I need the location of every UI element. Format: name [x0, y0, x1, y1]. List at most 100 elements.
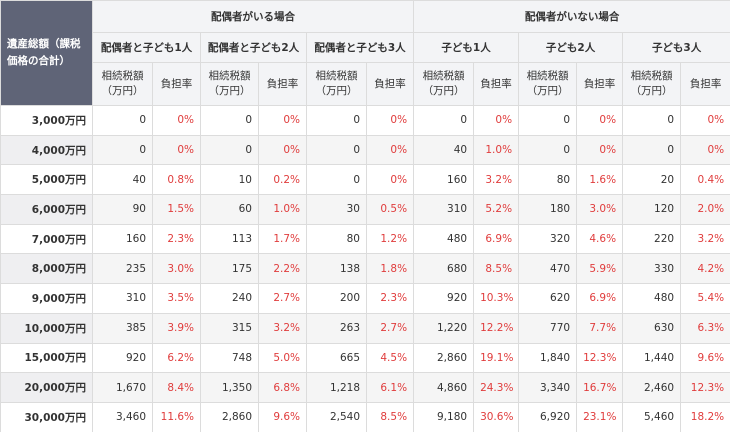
burden-rate: 0%: [258, 134, 307, 166]
burden-rate: 0%: [365, 105, 415, 136]
burden-rate: 6.8%: [258, 372, 307, 403]
burden-rate: 8.4%: [152, 372, 201, 403]
row-label: 20,000万円: [0, 372, 93, 403]
tax-amount: 30: [306, 194, 367, 225]
row-label: 4,000万円: [0, 134, 93, 166]
tax-amount: 120: [622, 194, 682, 225]
tax-amount: 0: [518, 134, 578, 166]
tax-amount: 40: [92, 164, 153, 196]
tax-amount: 480: [622, 283, 682, 314]
burden-rate: 0%: [365, 134, 415, 166]
data-row: 3,000万円 0 0% 0 0% 0 0% 0 0% 0 0% 0 0%: [0, 105, 730, 136]
subgroup-header: 配偶者と子ども3人: [305, 32, 415, 63]
burden-rate: 0%: [365, 164, 415, 196]
burden-rate: 11.6%: [152, 401, 201, 432]
tax-amount: 40: [413, 134, 475, 166]
tax-amount: 1,840: [518, 342, 578, 374]
tax-amount: 200: [306, 283, 367, 314]
tax-amount: 160: [413, 164, 475, 196]
row-label: 3,000万円: [0, 105, 93, 136]
data-row: 6,000万円 90 1.5% 60 1.0% 30 0.5% 310 5.2% 180 3.0% 1…: [0, 194, 730, 225]
tax-amount: 4,860: [413, 372, 475, 403]
tax-amount: 2,860: [413, 342, 475, 374]
row-label: 9,000万円: [0, 283, 93, 314]
data-row: 20,000万円 1,670 8.4% 1,350 6.8% 1,218 6.1% 4,860…: [0, 372, 730, 403]
burden-rate: 3.5%: [152, 283, 201, 314]
burden-rate: 2.2%: [258, 253, 307, 285]
burden-rate: 2.7%: [258, 283, 307, 314]
row-label: 8,000万円: [0, 253, 93, 285]
tax-amount: 0: [92, 105, 153, 136]
tax-amount: 770: [518, 312, 578, 344]
burden-rate: 1.8%: [365, 253, 415, 285]
burden-rate: 0%: [473, 105, 520, 136]
burden-rate: 2.3%: [365, 283, 415, 314]
burden-rate: 6.9%: [576, 283, 624, 314]
column-header: 負担率: [473, 62, 520, 106]
tax-amount: 2,860: [200, 401, 259, 432]
burden-rate: 12.2%: [473, 312, 520, 344]
burden-rate: 3.0%: [152, 253, 201, 285]
tax-amount: 920: [92, 342, 153, 374]
burden-rate: 16.7%: [576, 372, 624, 403]
row-label: 6,000万円: [0, 194, 93, 225]
tax-amount: 1,350: [200, 372, 259, 403]
burden-rate: 3.2%: [258, 312, 307, 344]
burden-rate: 2.0%: [680, 194, 730, 225]
column-header: 相続税額（万円）: [518, 62, 578, 106]
tax-amount: 180: [518, 194, 578, 225]
tax-amount: 240: [200, 283, 259, 314]
burden-rate: 9.6%: [258, 401, 307, 432]
group-header: 配偶者がいない場合: [413, 0, 730, 33]
tax-amount: 0: [622, 105, 682, 136]
burden-rate: 5.0%: [258, 342, 307, 374]
burden-rate: 3.9%: [152, 312, 201, 344]
burden-rate: 0%: [680, 105, 730, 136]
tax-amount: 113: [200, 223, 259, 255]
corner-header: 遺産総額（課税価格の合計）: [0, 0, 93, 106]
burden-rate: 1.7%: [258, 223, 307, 255]
burden-rate: 0.8%: [152, 164, 201, 196]
tax-amount: 90: [92, 194, 153, 225]
tax-amount: 330: [622, 253, 682, 285]
tax-amount: 310: [92, 283, 153, 314]
burden-rate: 3.2%: [680, 223, 730, 255]
burden-rate: 6.9%: [473, 223, 520, 255]
column-header: 相続税額（万円）: [92, 62, 153, 106]
tax-amount: 470: [518, 253, 578, 285]
burden-rate: 12.3%: [680, 372, 730, 403]
tax-amount: 2,540: [306, 401, 367, 432]
burden-rate: 0%: [576, 134, 624, 166]
tax-amount: 480: [413, 223, 475, 255]
tax-amount: 9,180: [413, 401, 475, 432]
tax-amount: 2,460: [622, 372, 682, 403]
burden-rate: 5.2%: [473, 194, 520, 225]
subgroup-header: 子ども2人: [518, 32, 624, 63]
burden-rate: 24.3%: [473, 372, 520, 403]
burden-rate: 23.1%: [576, 401, 624, 432]
tax-amount: 630: [622, 312, 682, 344]
burden-rate: 5.4%: [680, 283, 730, 314]
burden-rate: 30.6%: [473, 401, 520, 432]
tax-amount: 920: [413, 283, 475, 314]
tax-amount: 0: [306, 134, 367, 166]
burden-rate: 18.2%: [680, 401, 730, 432]
burden-rate: 6.1%: [365, 372, 415, 403]
tax-amount: 3,460: [92, 401, 153, 432]
tax-amount: 0: [200, 105, 259, 136]
tax-amount: 320: [518, 223, 578, 255]
tax-amount: 80: [306, 223, 367, 255]
row-label: 7,000万円: [0, 223, 93, 255]
burden-rate: 0%: [152, 134, 201, 166]
column-header: 負担率: [680, 62, 730, 106]
tax-amount: 0: [413, 105, 475, 136]
tax-amount: 0: [306, 105, 367, 136]
burden-rate: 5.9%: [576, 253, 624, 285]
column-header: 相続税額（万円）: [200, 62, 259, 106]
data-row: 4,000万円 0 0% 0 0% 0 0% 40 1.0% 0 0% 0 0%: [0, 134, 730, 166]
burden-rate: 0%: [576, 105, 624, 136]
burden-rate: 19.1%: [473, 342, 520, 374]
burden-rate: 0.2%: [258, 164, 307, 196]
burden-rate: 12.3%: [576, 342, 624, 374]
